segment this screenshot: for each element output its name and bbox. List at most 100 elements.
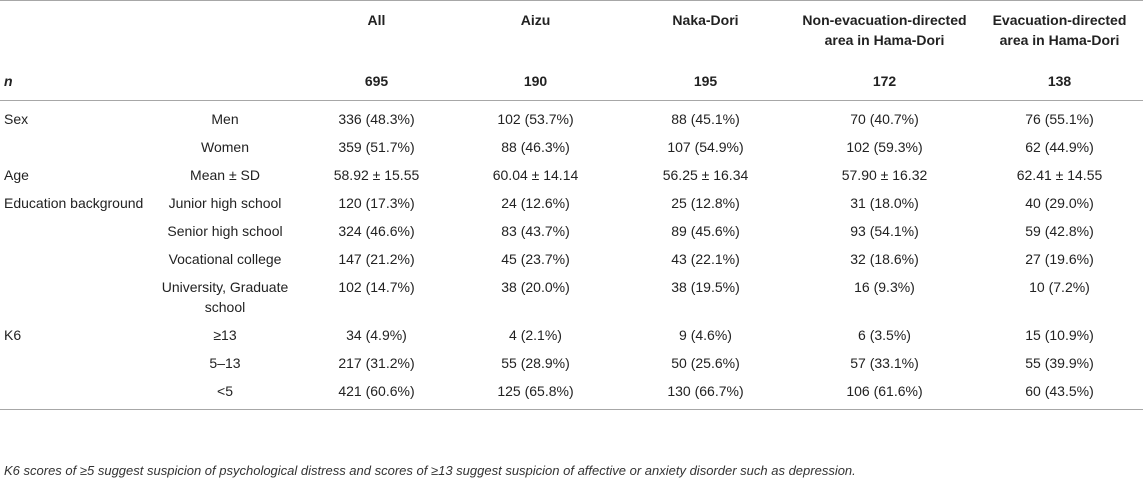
row-group-label: Sex (4, 111, 29, 127)
row-group-label (0, 133, 150, 161)
table-cell: 62.41 ± 14.55 (1016, 167, 1103, 183)
table-cell: 70 (40.7%) (850, 111, 919, 127)
table-cell: 59 (42.8%) (1025, 223, 1094, 239)
row-group-label (0, 245, 150, 273)
table-row: Sex Men 336 (48.3%) 102 (53.7%) 88 (45.1%) 70… (0, 101, 1143, 134)
table-cell: 336 (48.3%) (338, 111, 415, 127)
table-row: 5–13 217 (31.2%) 55 (28.9%) 50 (25.6%) 57 (3… (0, 349, 1143, 377)
table-cell: 6 (3.5%) (858, 327, 911, 343)
row-group-label (0, 377, 150, 410)
table-cell: 93 (54.1%) (850, 223, 919, 239)
data-table: All Aizu Naka-Dori Non-evacuation-direct… (0, 0, 1143, 410)
table-cell: 88 (46.3%) (501, 139, 570, 155)
row-label: University, Graduate school (161, 279, 289, 315)
header-non-evacuation: Non-evacuation-directed area in Hama-Dor… (793, 0, 976, 66)
table-cell: 60 (43.5%) (976, 377, 1143, 410)
row-label: Women (201, 139, 249, 155)
table-row: Senior high school 324 (46.6%) 83 (43.7%) 8… (0, 217, 1143, 245)
header-cell-empty (0, 0, 150, 66)
table-cell: 57.90 ± 16.32 (841, 167, 928, 183)
row-group-label (0, 217, 150, 245)
table-cell: 9 (4.6%) (679, 327, 732, 343)
table-cell: 102 (53.7%) (497, 111, 574, 127)
n-cell-empty (150, 66, 300, 101)
table-row: University, Graduate school 102 (14.7%) 38… (0, 273, 1143, 321)
table-cell: 24 (12.6%) (501, 195, 570, 211)
table-cell: 38 (19.5%) (671, 279, 740, 295)
row-label: Men (211, 111, 239, 127)
header-naka-dori: Naka-Dori (618, 0, 793, 66)
n-value: 138 (976, 66, 1143, 101)
row-label: Vocational college (168, 251, 282, 267)
row-group-label (0, 273, 150, 321)
table-cell: 421 (60.6%) (300, 377, 453, 410)
table-cell: 25 (12.8%) (671, 195, 740, 211)
table-cell: 359 (51.7%) (338, 139, 415, 155)
row-group-label: K6 (4, 327, 22, 343)
table-cell: 217 (31.2%) (338, 355, 415, 371)
table-cell: 55 (39.9%) (1025, 355, 1094, 371)
n-value: 172 (793, 66, 976, 101)
row-label: <5 (150, 377, 300, 410)
header-cell-empty (150, 0, 300, 66)
table-cell: 31 (18.0%) (850, 195, 919, 211)
table-cell: 56.25 ± 16.34 (662, 167, 749, 183)
table-cell: 58.92 ± 15.55 (333, 167, 420, 183)
table-cell: 45 (23.7%) (501, 251, 570, 267)
table-cell: 89 (45.6%) (671, 223, 740, 239)
row-label: 5–13 (209, 355, 241, 371)
table-row: <5 421 (60.6%) 125 (65.8%) 130 (66.7%) 106 (… (0, 377, 1143, 410)
row-group-label: Age (4, 167, 29, 183)
header-evacuation: Evacuation-directed area in Hama-Dori (976, 0, 1143, 66)
table-row: Vocational college 147 (21.2%) 45 (23.7%) 4… (0, 245, 1143, 273)
n-label: n (0, 66, 150, 101)
table-cell: 83 (43.7%) (501, 223, 570, 239)
table-cell: 62 (44.9%) (1025, 139, 1094, 155)
n-value: 190 (453, 66, 618, 101)
table-cell: 102 (59.3%) (846, 139, 923, 155)
table-cell: 27 (19.6%) (1025, 251, 1094, 267)
table-cell: 147 (21.2%) (338, 251, 415, 267)
n-value: 195 (618, 66, 793, 101)
table-row: Women 359 (51.7%) 88 (46.3%) 107 (54.9%) 102… (0, 133, 1143, 161)
header-row: All Aizu Naka-Dori Non-evacuation-direct… (0, 0, 1143, 66)
table-cell: 55 (28.9%) (501, 355, 570, 371)
table-row: Age Mean ± SD 58.92 ± 15.55 60.04 ± 14.14 56… (0, 161, 1143, 189)
table-cell: 107 (54.9%) (667, 139, 744, 155)
table-cell: 57 (33.1%) (850, 355, 919, 371)
table-cell: 102 (14.7%) (338, 279, 415, 295)
n-value: 695 (300, 66, 453, 101)
table-cell: 32 (18.6%) (850, 251, 919, 267)
row-group-label (0, 349, 150, 377)
table-cell: 15 (10.9%) (1025, 327, 1094, 343)
table-cell: 106 (61.6%) (793, 377, 976, 410)
table-cell: 16 (9.3%) (854, 279, 915, 295)
table-cell: 40 (29.0%) (1025, 195, 1094, 211)
table-cell: 125 (65.8%) (453, 377, 618, 410)
row-label: Senior high school (167, 223, 283, 239)
table-cell: 324 (46.6%) (338, 223, 415, 239)
table-cell: 10 (7.2%) (1029, 279, 1090, 295)
table-cell: 50 (25.6%) (671, 355, 740, 371)
table-cell: 34 (4.9%) (346, 327, 407, 343)
n-row: n 695 190 195 172 138 (0, 66, 1143, 101)
table-cell: 60.04 ± 14.14 (492, 167, 579, 183)
table-cell: 4 (2.1%) (509, 327, 562, 343)
table-cell: 120 (17.3%) (338, 195, 415, 211)
table-cell: 76 (55.1%) (1025, 111, 1094, 127)
row-label: Junior high school (168, 195, 282, 211)
row-group-label: Education background (4, 195, 144, 211)
table-cell: 43 (22.1%) (671, 251, 740, 267)
header-aizu: Aizu (453, 0, 618, 66)
table-row: K6 ≥13 34 (4.9%) 4 (2.1%) 9 (4.6%) 6 (3.5%) 15… (0, 321, 1143, 349)
row-label: Mean ± SD (190, 167, 260, 183)
table-cell: 88 (45.1%) (671, 111, 740, 127)
table-body: Sex Men 336 (48.3%) 102 (53.7%) 88 (45.1%) 70… (0, 101, 1143, 410)
row-label: ≥13 (213, 327, 237, 343)
table-row: Education background Junior high school 12… (0, 189, 1143, 217)
table-footnote: K6 scores of ≥5 suggest suspicion of psy… (4, 463, 856, 478)
table-cell: 38 (20.0%) (501, 279, 570, 295)
table-cell: 130 (66.7%) (618, 377, 793, 410)
header-all: All (300, 0, 453, 66)
